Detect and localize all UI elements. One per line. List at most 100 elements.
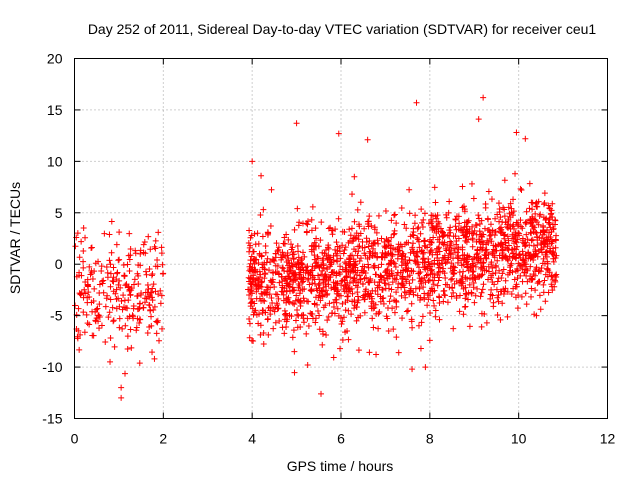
data-point — [406, 256, 413, 263]
data-point — [248, 287, 255, 294]
data-point — [300, 295, 307, 302]
data-point — [519, 248, 526, 255]
data-point — [478, 289, 485, 296]
data-point — [153, 318, 160, 325]
data-point — [399, 274, 406, 281]
data-point — [259, 233, 266, 240]
data-point — [504, 288, 511, 295]
data-point — [96, 325, 103, 332]
data-point — [550, 258, 557, 265]
data-point — [345, 268, 352, 275]
data-point — [136, 320, 143, 327]
data-point — [425, 258, 432, 265]
data-point — [500, 291, 507, 298]
chart-title: Day 252 of 2011, Sidereal Day-to-day VTE… — [88, 21, 597, 37]
data-point — [271, 308, 278, 315]
data-point — [546, 205, 553, 212]
x-tick-label: 4 — [248, 431, 256, 447]
data-point — [378, 261, 385, 268]
data-point — [85, 283, 92, 290]
data-point — [321, 272, 328, 279]
data-point — [255, 277, 262, 284]
data-point — [339, 300, 346, 307]
data-point — [452, 249, 459, 256]
data-point — [478, 323, 485, 330]
data-point — [351, 234, 358, 241]
data-point — [485, 251, 492, 258]
data-point — [128, 287, 135, 294]
data-point — [541, 200, 548, 207]
x-tick-label: 0 — [71, 431, 79, 447]
data-point — [81, 286, 88, 293]
data-point — [98, 268, 105, 275]
data-point — [265, 304, 272, 311]
data-point — [289, 300, 296, 307]
data-point — [448, 260, 455, 267]
data-point — [351, 218, 358, 225]
data-point — [158, 250, 165, 257]
data-point — [450, 325, 457, 332]
data-point — [268, 186, 275, 193]
data-point — [155, 229, 162, 236]
data-point — [535, 221, 542, 228]
data-point — [523, 231, 530, 238]
data-point — [90, 298, 97, 305]
data-point — [532, 287, 539, 294]
data-point — [260, 206, 267, 213]
data-point — [463, 233, 470, 240]
data-point — [412, 212, 419, 219]
data-point — [326, 300, 333, 307]
data-point — [93, 315, 100, 322]
data-point — [311, 252, 318, 259]
data-point — [333, 272, 340, 279]
data-point — [346, 226, 353, 233]
data-point — [253, 256, 260, 263]
data-point — [255, 259, 262, 266]
data-point — [294, 242, 301, 249]
data-point — [540, 255, 547, 262]
data-point — [315, 243, 322, 250]
data-point — [317, 297, 324, 304]
data-point — [448, 293, 455, 300]
data-point — [500, 254, 507, 261]
data-point — [419, 256, 426, 263]
data-point — [418, 248, 425, 255]
data-point — [361, 225, 368, 232]
data-point — [379, 286, 386, 293]
data-point — [500, 232, 507, 239]
data-point — [551, 283, 558, 290]
data-point — [271, 284, 278, 291]
data-point — [80, 224, 87, 231]
data-point — [142, 268, 149, 275]
data-point — [340, 286, 347, 293]
data-point — [378, 253, 385, 260]
data-point — [329, 231, 336, 238]
data-point — [281, 275, 288, 282]
data-point — [250, 272, 257, 279]
data-point — [365, 264, 372, 271]
data-point — [339, 228, 346, 235]
data-point — [431, 261, 438, 268]
data-point — [391, 297, 398, 304]
data-point — [472, 276, 479, 283]
data-point — [513, 219, 520, 226]
data-point — [391, 211, 398, 218]
data-point — [398, 292, 405, 299]
data-point — [504, 221, 511, 228]
data-point — [432, 199, 439, 206]
data-point — [385, 327, 392, 334]
data-point — [313, 259, 320, 266]
data-point — [434, 236, 441, 243]
data-point — [514, 305, 521, 312]
data-point — [460, 311, 467, 318]
data-point — [293, 292, 300, 299]
data-point — [512, 170, 519, 177]
data-point — [499, 219, 506, 226]
data-point — [308, 286, 315, 293]
data-point — [305, 275, 312, 282]
data-point — [107, 261, 114, 268]
data-point — [349, 191, 356, 198]
data-point — [391, 212, 398, 219]
data-point — [106, 257, 113, 264]
data-point — [126, 230, 133, 237]
